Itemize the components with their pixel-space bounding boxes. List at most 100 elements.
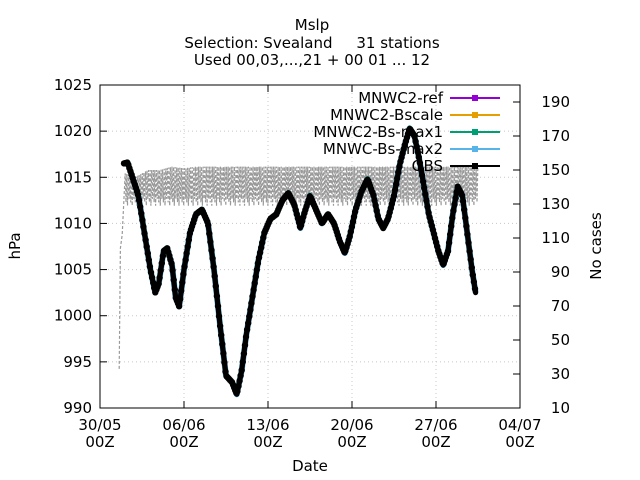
obs-point xyxy=(147,269,155,276)
obs-point xyxy=(145,256,152,264)
obs-point xyxy=(414,148,421,156)
obs-point xyxy=(158,260,165,267)
obs-point xyxy=(150,279,157,286)
obs-point xyxy=(214,302,222,310)
obs-point xyxy=(170,276,177,284)
obs-point xyxy=(215,312,223,320)
obs-point xyxy=(159,252,167,260)
legend: MNWC2-refMNWC2-BscaleMNWC2-Bs-max1MNWC-B… xyxy=(313,89,500,175)
obs-point xyxy=(134,191,142,198)
y-tick-label: 1025 xyxy=(54,76,92,94)
y2-tick-label: 10 xyxy=(551,399,570,417)
obs-point xyxy=(423,197,430,204)
x-tick-label: 20/06 xyxy=(330,416,373,434)
obs-point xyxy=(248,300,255,307)
y2-tick-label: 150 xyxy=(541,161,570,179)
obs-point xyxy=(207,238,214,246)
obs-point xyxy=(157,267,164,274)
obs-point xyxy=(210,263,217,270)
obs-point xyxy=(393,180,400,188)
y-tick-label: 1000 xyxy=(54,307,92,325)
obs-point xyxy=(171,286,178,293)
obs-point xyxy=(463,223,470,230)
plot-frame xyxy=(99,84,521,409)
legend-marker xyxy=(472,112,478,118)
obs-point xyxy=(444,247,452,255)
y2-tick-label: 70 xyxy=(551,297,570,315)
x-axis-label: Date xyxy=(292,457,328,475)
y2-axis-label: No cases xyxy=(587,212,605,280)
legend-label: MNWC2-Bscale xyxy=(330,106,443,124)
obs-point xyxy=(350,213,358,220)
obs-point xyxy=(177,295,184,303)
x-tick-label: 04/07 xyxy=(498,416,541,434)
obs-point xyxy=(180,271,187,278)
legend-label: MNWC2-ref xyxy=(358,89,443,107)
obs-point xyxy=(468,264,475,271)
y-tick-label: 1005 xyxy=(54,261,92,279)
obs-point xyxy=(137,203,144,210)
obs-point xyxy=(143,243,150,250)
y2-tick-label: 90 xyxy=(551,263,570,281)
obs-point xyxy=(424,203,431,210)
obs-point xyxy=(415,153,422,161)
obs-point xyxy=(148,274,156,281)
obs-point xyxy=(470,278,478,286)
y-axis-label: hPa xyxy=(6,232,24,259)
obs-point xyxy=(182,256,189,264)
x-tick-label-time: 00Z xyxy=(253,433,282,451)
obs-point xyxy=(135,197,143,204)
obs-point xyxy=(138,210,145,217)
obs-point xyxy=(421,184,428,192)
obs-point xyxy=(247,306,254,313)
obs-point xyxy=(209,255,216,262)
obs-point xyxy=(220,350,227,357)
obs-point xyxy=(371,197,378,204)
obs-point xyxy=(348,223,356,230)
obs-point xyxy=(258,244,265,251)
legend-marker xyxy=(472,146,478,152)
obs-point xyxy=(241,342,249,349)
obs-point xyxy=(139,216,146,224)
obs-point xyxy=(240,350,248,357)
legend-marker xyxy=(472,163,478,169)
y-tick-label: 990 xyxy=(63,399,92,417)
obs-point xyxy=(252,273,259,280)
obs-point xyxy=(212,283,219,290)
obs-point xyxy=(465,239,472,246)
obs-point xyxy=(254,260,262,267)
y-tick-label: 1010 xyxy=(54,214,92,232)
x-tick-label: 13/06 xyxy=(246,416,289,434)
obs-point xyxy=(246,313,253,320)
obs-point xyxy=(458,191,466,199)
obs-point xyxy=(461,206,468,213)
obs-point xyxy=(213,292,221,300)
obs-point xyxy=(237,372,244,379)
y2-tick-label: 30 xyxy=(551,365,570,383)
obs-point xyxy=(390,192,398,199)
legend-label: MNWC2-Bs-max1 xyxy=(313,123,443,141)
obs-point xyxy=(206,230,213,237)
x-tick-label: 06/06 xyxy=(162,416,205,434)
obs-point xyxy=(413,143,420,150)
obs-point xyxy=(249,293,256,300)
y-tick-label: 1015 xyxy=(54,168,92,186)
obs-point xyxy=(253,266,260,274)
obs-point xyxy=(251,280,258,287)
axis-ticks: 30/0500Z06/0600Z13/0600Z20/0600Z27/0600Z… xyxy=(54,76,570,451)
obs-point xyxy=(373,207,380,214)
chart-subtitle-used: Used 00,03,...,21 + 00 01 ... 12 xyxy=(194,51,430,69)
x-tick-label-time: 00Z xyxy=(169,433,198,451)
obs-point xyxy=(140,223,147,230)
obs-point xyxy=(211,273,218,280)
obs-point xyxy=(418,172,426,179)
obs-point xyxy=(451,201,458,208)
y2-tick-label: 130 xyxy=(541,195,570,213)
obs-point xyxy=(464,231,471,238)
obs-point xyxy=(185,236,192,244)
obs-point xyxy=(347,228,354,235)
x-tick-label-time: 00Z xyxy=(505,433,534,451)
obs-point xyxy=(346,233,353,240)
obs-point xyxy=(420,178,427,185)
